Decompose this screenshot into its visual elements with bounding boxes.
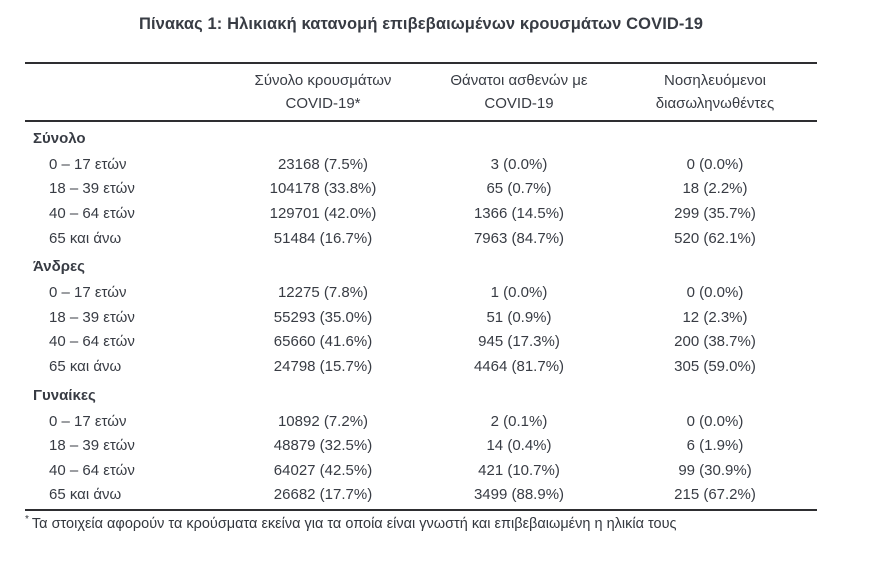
footnote-text: Τα στοιχεία αφορούν τα κρούσματα εκείνα … xyxy=(31,515,677,532)
intubated-value: 520 (62.1%) xyxy=(674,229,756,247)
header-total-cases-line2: COVID-19* xyxy=(285,95,361,112)
age-group-label: 40 – 64 ετών xyxy=(49,204,135,222)
section-header-men: Άνδρες xyxy=(33,258,85,276)
header-deaths-line2: COVID-19 xyxy=(484,95,554,112)
section-header-total: Σύνολο xyxy=(33,130,86,147)
age-group-label: 40 – 64 ετών xyxy=(49,333,135,351)
intubated-value: 0 (0.0%) xyxy=(686,412,744,430)
header-deaths-line1: Θάνατοι ασθενών με xyxy=(450,72,588,89)
deaths-value: 421 (10.7%) xyxy=(478,461,560,479)
deaths-value: 945 (17.3%) xyxy=(478,333,560,351)
age-group-label: 0 – 17 ετών xyxy=(49,284,127,302)
cases-value: 51484 (16.7%) xyxy=(273,229,373,247)
intubated-value: 12 (2.3%) xyxy=(682,308,748,326)
age-group-label: 0 – 17 ετών xyxy=(49,412,127,430)
cases-value: 65660 (41.6%) xyxy=(273,333,373,351)
age-group-label: 0 – 17 ετών xyxy=(49,155,127,173)
table-title: Πίνακας 1: Ηλικιακή κατανομή επιβεβαιωμέ… xyxy=(138,15,704,33)
deaths-value: 7963 (84.7%) xyxy=(473,229,565,247)
cases-value: 48879 (32.5%) xyxy=(273,437,373,455)
header-total-cases-line1: Σύνολο κρουσμάτων xyxy=(254,72,392,89)
table-row: 18 – 39 ετών 48879 (32.5%) 14 (0.4%) 6 (… xyxy=(25,433,817,458)
table-row: 40 – 64 ετών 129701 (42.0%) 1366 (14.5%)… xyxy=(25,201,817,226)
table-row: 40 – 64 ετών 65660 (41.6%) 945 (17.3%) 2… xyxy=(25,330,817,355)
header-intubated-line1: Νοσηλευόμενοι xyxy=(663,72,766,89)
cases-value: 26682 (17.7%) xyxy=(273,486,373,504)
intubated-value: 215 (67.2%) xyxy=(674,486,756,504)
deaths-value: 1 (0.0%) xyxy=(490,284,548,302)
table-row: 65 και άνω 26682 (17.7%) 3499 (88.9%) 21… xyxy=(25,483,817,508)
header-empty-cell xyxy=(25,69,221,115)
deaths-value: 4464 (81.7%) xyxy=(473,357,565,375)
age-group-label: 65 και άνω xyxy=(49,229,122,247)
deaths-value: 3 (0.0%) xyxy=(490,155,548,173)
age-group-label: 65 και άνω xyxy=(49,486,122,504)
table-row: 65 και άνω 51484 (16.7%) 7963 (84.7%) 52… xyxy=(25,226,817,251)
intubated-value: 18 (2.2%) xyxy=(682,180,748,198)
footnote: * Τα στοιχεία αφορούν τα κρούσματα εκείνα… xyxy=(25,514,817,532)
table-header-row: Σύνολο κρουσμάτων COVID-19* Θάνατοι ασθε… xyxy=(25,62,817,122)
age-group-label: 18 – 39 ετών xyxy=(49,180,135,198)
cases-value: 12275 (7.8%) xyxy=(277,284,369,302)
age-group-label: 18 – 39 ετών xyxy=(49,437,135,455)
deaths-value: 51 (0.9%) xyxy=(486,308,552,326)
section-header-women: Γυναίκες xyxy=(33,386,96,404)
deaths-value: 3499 (88.9%) xyxy=(473,486,565,504)
table-body: Σύνολο 0 – 17 ετών 23168 (7.5%) 3 (0.0%)… xyxy=(25,122,817,512)
intubated-value: 200 (38.7%) xyxy=(674,333,756,351)
table-row: 0 – 17 ετών 12275 (7.8%) 1 (0.0%) 0 (0.0… xyxy=(25,280,817,305)
cases-value: 24798 (15.7%) xyxy=(273,357,373,375)
cases-value: 23168 (7.5%) xyxy=(277,155,369,173)
deaths-value: 1366 (14.5%) xyxy=(473,204,565,222)
intubated-value: 305 (59.0%) xyxy=(674,357,756,375)
intubated-value: 6 (1.9%) xyxy=(686,437,744,455)
age-group-label: 65 και άνω xyxy=(49,357,122,375)
covid-age-table: Σύνολο κρουσμάτων COVID-19* Θάνατοι ασθε… xyxy=(25,62,817,512)
age-group-label: 18 – 39 ετών xyxy=(49,308,135,326)
deaths-value: 2 (0.1%) xyxy=(490,412,548,430)
table-row: 18 – 39 ετών 104178 (33.8%) 65 (0.7%) 18… xyxy=(25,177,817,202)
cases-value: 10892 (7.2%) xyxy=(277,412,369,430)
intubated-value: 99 (30.9%) xyxy=(678,461,752,479)
intubated-value: 0 (0.0%) xyxy=(686,284,744,302)
cases-value: 55293 (35.0%) xyxy=(273,308,373,326)
table-row: 0 – 17 ετών 10892 (7.2%) 2 (0.1%) 0 (0.0… xyxy=(25,409,817,434)
deaths-value: 65 (0.7%) xyxy=(486,180,552,198)
table-row: 0 – 17 ετών 23168 (7.5%) 3 (0.0%) 0 (0.0… xyxy=(25,152,817,177)
intubated-value: 299 (35.7%) xyxy=(674,204,756,222)
footnote-marker: * xyxy=(25,514,29,525)
header-total-cases: Σύνολο κρουσμάτων COVID-19* xyxy=(221,69,425,115)
cases-value: 129701 (42.0%) xyxy=(269,204,377,222)
table-row: 65 και άνω 24798 (15.7%) 4464 (81.7%) 30… xyxy=(25,354,817,379)
header-deaths: Θάνατοι ασθενών με COVID-19 xyxy=(425,69,613,115)
table-row: 18 – 39 ετών 55293 (35.0%) 51 (0.9%) 12 … xyxy=(25,305,817,330)
header-intubated: Νοσηλευόμενοι διασωληνωθέντες xyxy=(613,69,817,115)
age-group-label: 40 – 64 ετών xyxy=(49,461,135,479)
header-intubated-line2: διασωληνωθέντες xyxy=(655,95,775,112)
cases-value: 104178 (33.8%) xyxy=(269,180,377,198)
intubated-value: 0 (0.0%) xyxy=(686,155,744,173)
deaths-value: 14 (0.4%) xyxy=(486,437,552,455)
cases-value: 64027 (42.5%) xyxy=(273,461,373,479)
table-row: 40 – 64 ετών 64027 (42.5%) 421 (10.7%) 9… xyxy=(25,458,817,483)
